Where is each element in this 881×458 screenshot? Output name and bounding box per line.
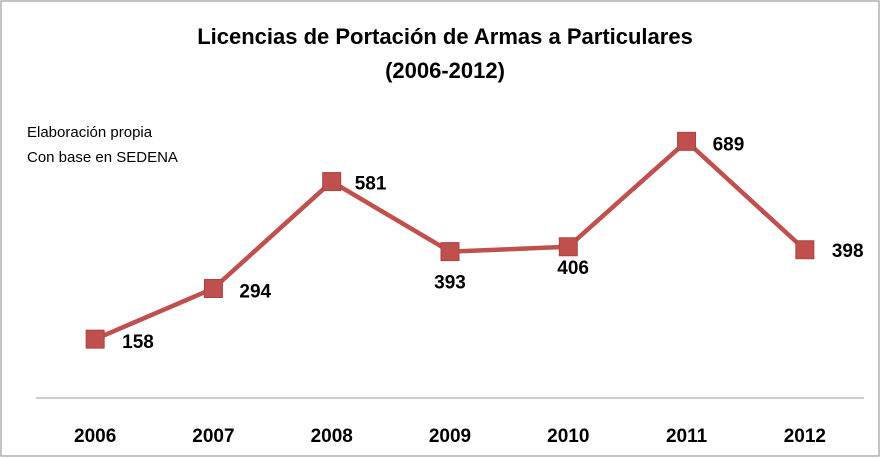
x-tick-label: 2007 — [192, 426, 234, 447]
marker — [85, 329, 105, 349]
x-tick-label: 2012 — [784, 426, 826, 447]
marker — [203, 278, 223, 298]
marker — [677, 131, 697, 151]
x-tick-label: 2006 — [74, 426, 116, 447]
data-label: 689 — [713, 134, 745, 155]
data-label: 406 — [557, 258, 589, 279]
data-label: 294 — [239, 282, 271, 303]
marker — [322, 172, 342, 192]
data-label: 581 — [355, 174, 387, 195]
x-tick-label: 2011 — [666, 426, 708, 447]
x-tick-label: 2010 — [547, 426, 589, 447]
annotation: Con base en SEDENA — [27, 149, 178, 166]
chart-title: Licencias de Portación de Armas a Partic… — [197, 24, 693, 49]
chart-title: (2006-2012) — [385, 58, 505, 83]
marker — [440, 242, 460, 262]
data-label: 158 — [122, 332, 154, 353]
marker — [558, 237, 578, 257]
data-label: 393 — [434, 273, 466, 294]
marker — [795, 240, 815, 260]
data-label: 398 — [832, 241, 864, 262]
x-tick-label: 2009 — [429, 426, 471, 447]
x-tick-label: 2008 — [311, 426, 353, 447]
annotation: Elaboración propia — [27, 124, 153, 141]
